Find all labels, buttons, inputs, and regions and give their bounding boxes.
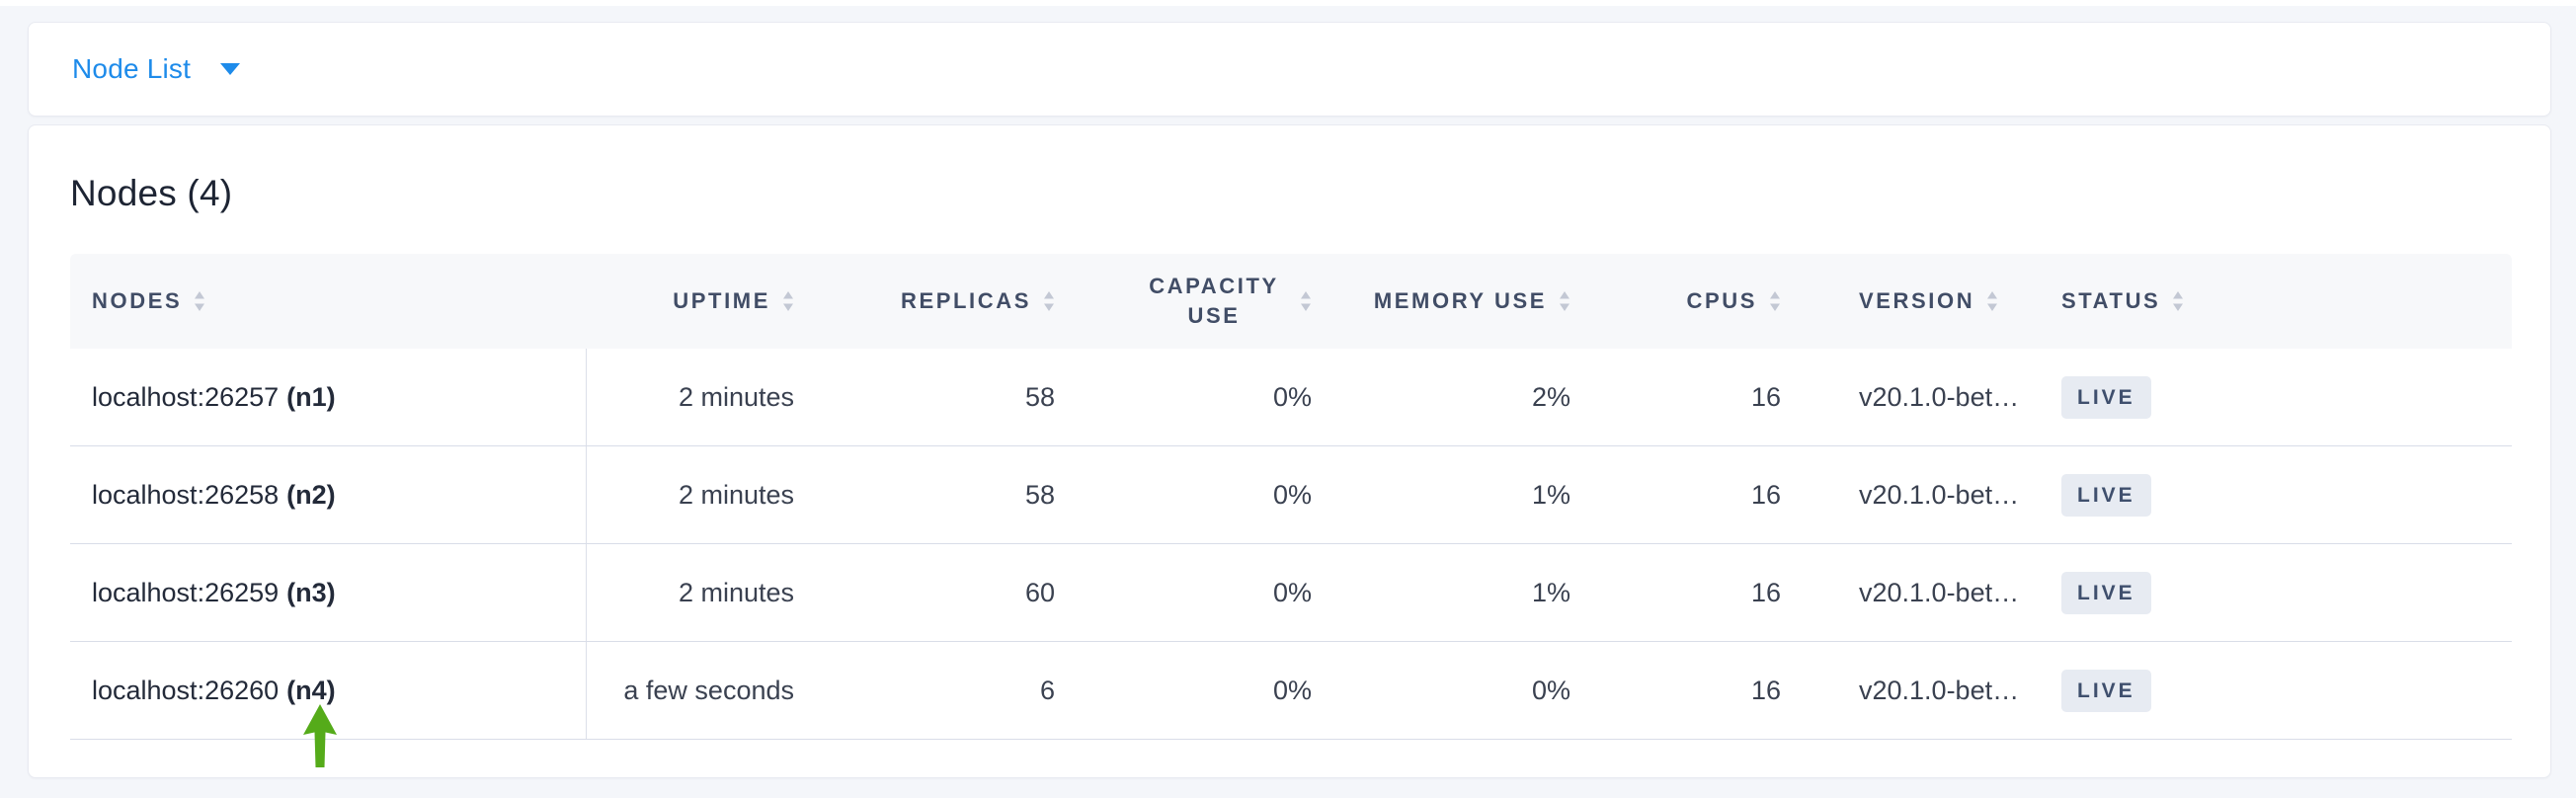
cell-replicas: 6 (1039, 675, 1055, 705)
column-header-status[interactable]: Status (2036, 254, 2512, 349)
column-header-label: Capacity Use (1149, 274, 1279, 328)
status-badge: LIVE (2061, 571, 2151, 614)
cell-replicas: 58 (1024, 381, 1055, 412)
cell-status: LIVE (2036, 642, 2512, 739)
cell-replicas: 60 (1024, 577, 1055, 607)
column-header-version[interactable]: Version (1813, 254, 2036, 349)
sort-icon (1770, 291, 1780, 311)
cell-uptime: 2 minutes (678, 381, 794, 412)
status-badge: LIVE (2061, 669, 2151, 712)
cell-memory-use: 2% (1531, 381, 1570, 412)
cell-cpus: 16 (1750, 479, 1781, 510)
status-badge: LIVE (2061, 473, 2151, 517)
node-list-dropdown-label: Node List (72, 53, 192, 84)
column-header-capacity-use[interactable]: Capacity Use (1087, 254, 1344, 349)
chevron-down-icon (220, 63, 241, 75)
cell-nodes: localhost:26260 (n4) (70, 642, 587, 739)
cell-cpus: 16 (1750, 381, 1781, 412)
node-id: (n2) (286, 479, 336, 510)
cell-capacity-use: 0% (1272, 577, 1312, 607)
cell-capacity-use: 0% (1272, 381, 1312, 412)
node-id: (n3) (286, 577, 336, 607)
status-badge: LIVE (2061, 375, 2151, 419)
column-header-label: Uptime (673, 288, 770, 313)
column-header-label: Status (2061, 288, 2161, 313)
view-switcher-bar: Node List (28, 22, 2551, 117)
column-header-label: Version (1859, 288, 1975, 313)
table-row[interactable]: localhost:26259 (n3) 2 minutes 60 0% 1% … (70, 544, 2512, 642)
cell-status: LIVE (2036, 349, 2512, 445)
node-id: (n1) (286, 381, 336, 412)
cell-version: v20.1.0-bet… (1859, 577, 2020, 607)
top-edge-strip (0, 0, 2576, 6)
column-header-label: Replicas (900, 288, 1031, 313)
nodes-card: Nodes (4) Nodes Uptime Replicas Capacity… (28, 124, 2551, 778)
cell-status: LIVE (2036, 446, 2512, 543)
sort-icon (195, 291, 205, 311)
cell-nodes: localhost:26259 (n3) (70, 544, 587, 641)
cell-memory-use: 0% (1531, 675, 1570, 705)
node-list-dropdown[interactable]: Node List (72, 53, 241, 85)
table-header-row: Nodes Uptime Replicas Capacity Use Memor… (70, 254, 2512, 349)
sort-icon (2173, 291, 2184, 311)
column-header-memory-use[interactable]: Memory Use (1344, 254, 1603, 349)
node-address: localhost:26260 (92, 675, 280, 705)
sort-icon (1560, 291, 1570, 311)
column-header-cpus[interactable]: CPUs (1603, 254, 1813, 349)
cell-capacity-use: 0% (1272, 479, 1312, 510)
node-id: (n4) (286, 675, 336, 705)
cell-nodes: localhost:26258 (n2) (70, 446, 587, 543)
sort-icon (1301, 291, 1311, 311)
cell-cpus: 16 (1750, 577, 1781, 607)
sort-icon (1044, 291, 1054, 311)
nodes-table: Nodes Uptime Replicas Capacity Use Memor… (70, 254, 2512, 740)
cell-version: v20.1.0-bet… (1859, 381, 2020, 412)
table-row[interactable]: localhost:26258 (n2) 2 minutes 58 0% 1% … (70, 446, 2512, 544)
column-header-uptime[interactable]: Uptime (587, 254, 827, 349)
column-header-label: Nodes (92, 288, 183, 313)
sort-icon (783, 291, 793, 311)
cell-memory-use: 1% (1531, 479, 1570, 510)
node-address: localhost:26257 (92, 381, 280, 412)
column-header-replicas[interactable]: Replicas (827, 254, 1087, 349)
cell-uptime: 2 minutes (678, 577, 794, 607)
cell-memory-use: 1% (1531, 577, 1570, 607)
table-row[interactable]: localhost:26257 (n1) 2 minutes 58 0% 2% … (70, 349, 2512, 446)
cell-nodes: localhost:26257 (n1) (70, 349, 587, 445)
cell-uptime: a few seconds (623, 675, 794, 705)
cell-cpus: 16 (1750, 675, 1781, 705)
column-header-label: Memory Use (1373, 288, 1547, 313)
sort-icon (1987, 291, 1998, 311)
node-address: localhost:26259 (92, 577, 280, 607)
cell-version: v20.1.0-bet… (1859, 675, 2020, 705)
cell-status: LIVE (2036, 544, 2512, 641)
column-header-nodes[interactable]: Nodes (70, 254, 587, 349)
cell-version: v20.1.0-bet… (1859, 479, 2020, 510)
node-address: localhost:26258 (92, 479, 280, 510)
column-header-label: CPUs (1686, 288, 1757, 313)
cell-capacity-use: 0% (1272, 675, 1312, 705)
page-title: Nodes (4) (70, 173, 233, 213)
cell-uptime: 2 minutes (678, 479, 794, 510)
table-body: localhost:26257 (n1) 2 minutes 58 0% 2% … (70, 349, 2512, 740)
table-row[interactable]: localhost:26260 (n4) a few seconds 6 0% … (70, 642, 2512, 740)
cell-replicas: 58 (1024, 479, 1055, 510)
